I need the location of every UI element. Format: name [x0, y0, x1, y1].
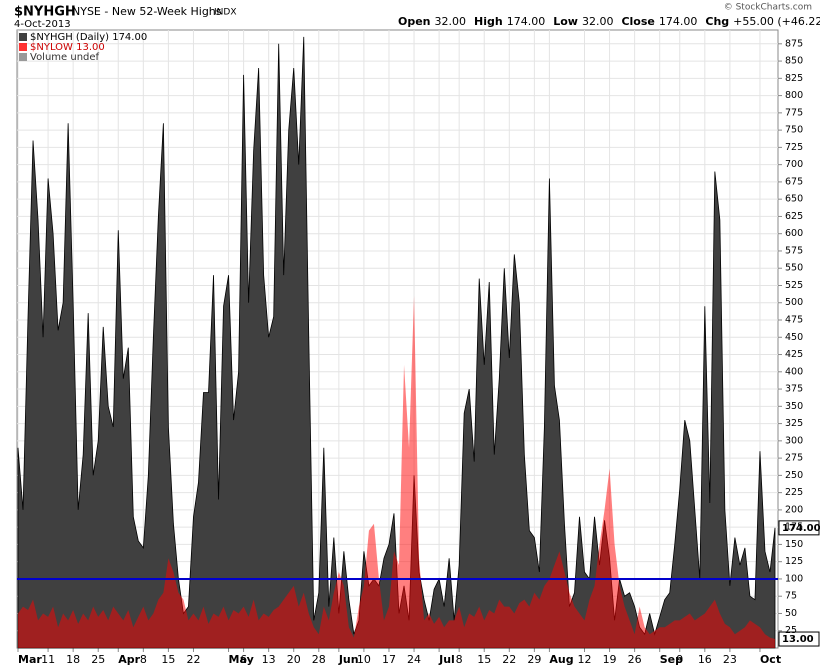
legend-swatch: [19, 33, 27, 41]
x-tick-label: 29: [527, 653, 541, 666]
x-tick-label: 18: [66, 653, 80, 666]
y-tick-label: 425: [785, 349, 803, 360]
instrument-name: NYSE - New 52-Week Highs: [72, 5, 222, 18]
x-tick-label: 25: [91, 653, 105, 666]
last-value-box: [778, 520, 820, 536]
y-tick-label: 350: [785, 401, 803, 412]
symbol: $NYHGH: [14, 5, 76, 20]
x-tick-label: 8: [140, 653, 147, 666]
quote-value: 32.00: [435, 15, 467, 28]
quote-value: 174.00: [659, 15, 698, 28]
x-tick-label: 13: [262, 653, 276, 666]
y-tick-label: 700: [785, 159, 803, 170]
y-tick-label: 675: [785, 176, 803, 187]
x-tick-label: 12: [577, 653, 591, 666]
x-tick-label: Oct: [760, 653, 781, 666]
last-value-label: 174.00: [782, 523, 820, 534]
quote-value: +55.00 (+46.22%): [733, 15, 820, 28]
x-tick-label: 8: [456, 653, 463, 666]
quote-label: Open: [398, 15, 431, 28]
y-tick-label: 625: [785, 211, 803, 222]
x-tick-label: Aug: [549, 653, 573, 666]
x-tick-label: 15: [477, 653, 491, 666]
x-tick-label: May: [229, 653, 254, 666]
y-tick-label: 400: [785, 366, 803, 377]
y-tick-label: 375: [785, 384, 803, 395]
y-tick-label: 200: [785, 504, 803, 515]
y-tick-label: 75: [785, 591, 797, 602]
x-tick-label: 11: [41, 653, 55, 666]
legend-label: $NYLOW 13.00: [30, 42, 105, 53]
y-tick-label: 650: [785, 194, 803, 205]
x-tick-label: 16: [698, 653, 712, 666]
x-tick-label: 19: [603, 653, 617, 666]
x-tick-label: Jul: [438, 653, 455, 666]
x-tick-label: Sep: [660, 653, 683, 666]
x-tick-label: Apr: [118, 653, 140, 666]
quote-label: Close: [621, 15, 654, 28]
y-tick-label: 125: [785, 556, 803, 567]
x-tick-label: 20: [287, 653, 301, 666]
x-tick-label: 24: [407, 653, 421, 666]
y-tick-label: 575: [785, 245, 803, 256]
y-tick-label: 100: [785, 573, 803, 584]
area: [18, 295, 775, 648]
quote-value: 174.00: [507, 15, 546, 28]
last-value-box: [778, 631, 820, 647]
y-tick-label: 725: [785, 142, 803, 153]
x-tick-label: 6: [240, 653, 247, 666]
x-tick-label: 9: [676, 653, 683, 666]
y-tick-label: 250: [785, 470, 803, 481]
legend-swatch: [19, 53, 27, 61]
copyright: © StockCharts.com: [724, 3, 812, 13]
y-tick-label: 800: [785, 90, 803, 101]
legend-label: Volume undef: [30, 52, 100, 63]
y-tick-label: 475: [785, 315, 803, 326]
quote-label: High: [474, 15, 503, 28]
y-tick-label: 150: [785, 539, 803, 550]
y-tick-label: 550: [785, 263, 803, 274]
y-tick-label: 525: [785, 280, 803, 291]
y-tick-label: 325: [785, 418, 803, 429]
exchange: INDX: [214, 8, 236, 18]
x-tick-label: Mar: [18, 653, 42, 666]
y-tick-label: 225: [785, 487, 803, 498]
last-value-label: 13.00: [782, 634, 814, 645]
legend-label: $NYHGH (Daily) 174.00: [30, 32, 147, 43]
date: 4-Oct-2013: [14, 19, 71, 30]
y-tick-label: 175: [785, 522, 803, 533]
x-tick-label: Jun: [338, 653, 359, 666]
x-tick-label: 15: [161, 653, 175, 666]
y-tick-label: 450: [785, 332, 803, 343]
x-tick-label: 28: [312, 653, 326, 666]
y-tick-label: 500: [785, 297, 803, 308]
y-tick-label: 25: [785, 625, 797, 636]
y-tick-label: 600: [785, 228, 803, 239]
x-tick-label: 10: [357, 653, 371, 666]
y-tick-label: 825: [785, 73, 803, 84]
quote-label: Chg: [705, 15, 729, 28]
quote-label: Low: [553, 15, 578, 28]
y-tick-label: 750: [785, 125, 803, 136]
quote-value: 32.00: [582, 15, 614, 28]
y-tick-label: 50: [785, 608, 797, 619]
x-tick-label: 17: [382, 653, 396, 666]
y-tick-label: 300: [785, 435, 803, 446]
y-tick-label: 775: [785, 107, 803, 118]
y-tick-label: 275: [785, 453, 803, 464]
legend-swatch: [19, 43, 27, 51]
y-tick-label: 875: [785, 38, 803, 49]
x-tick-label: 22: [186, 653, 200, 666]
x-tick-label: 22: [502, 653, 516, 666]
x-tick-label: 23: [723, 653, 737, 666]
y-tick-label: 850: [785, 56, 803, 67]
x-tick-label: 26: [628, 653, 642, 666]
